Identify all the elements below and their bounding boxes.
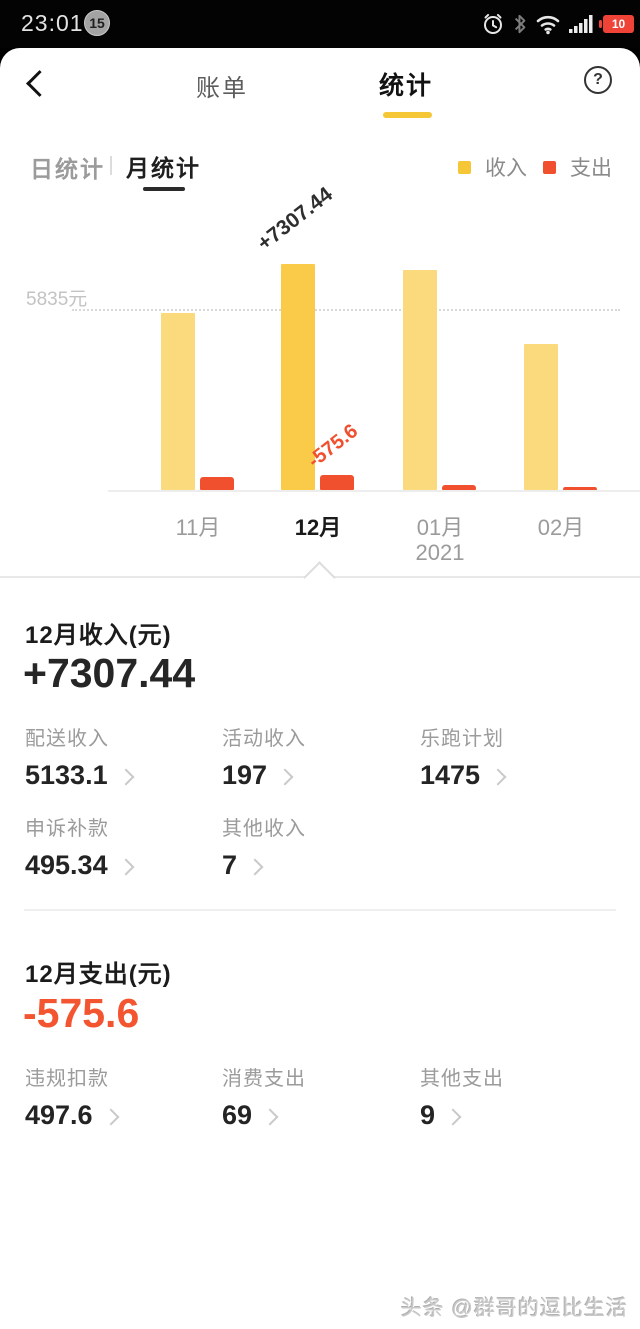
tab-bill[interactable]: 账单 xyxy=(196,75,248,102)
income-item-appeal-compensation[interactable]: 申诉补款 495.34 xyxy=(25,812,215,881)
expense-item-other[interactable]: 其他支出 9 xyxy=(420,1062,610,1131)
item-value: 7 xyxy=(222,850,238,880)
legend-expense: 支出 xyxy=(543,152,612,182)
income-legend-swatch xyxy=(458,160,471,174)
tab-statistics[interactable]: 统计 xyxy=(379,72,434,100)
x-label-nov[interactable]: 11月 xyxy=(175,515,221,540)
chevron-right-icon xyxy=(276,768,294,785)
legend-income-label: 收入 xyxy=(485,157,527,180)
item-label: 活动收入 xyxy=(222,728,306,750)
chevron-right-icon xyxy=(444,1108,462,1125)
income-item-other[interactable]: 其他收入 7 xyxy=(222,812,412,881)
expense-bar-02月[interactable] xyxy=(563,487,597,490)
status-icons: 10 xyxy=(481,0,634,48)
expense-bar-11月[interactable] xyxy=(200,477,234,490)
content-card xyxy=(0,48,640,1329)
dashed-gridline xyxy=(72,309,620,311)
watermark: 头条 @群哥的逗比生活 xyxy=(400,1297,628,1320)
item-value: 1475 xyxy=(420,760,481,790)
alarm-icon xyxy=(484,13,502,34)
x-label-jan[interactable]: 01月 xyxy=(416,515,464,540)
income-bar-01月[interactable] xyxy=(403,270,437,490)
x-axis-line xyxy=(108,490,640,492)
x-label-year: 2021 xyxy=(415,540,465,565)
item-value: 497.6 xyxy=(25,1100,93,1130)
item-value: 69 xyxy=(222,1100,253,1130)
item-label: 违规扣款 xyxy=(25,1068,109,1090)
signal-strength-icon xyxy=(569,15,593,33)
expense-total: -575.6 xyxy=(23,990,140,1036)
expense-item-consumption[interactable]: 消费支出 69 xyxy=(222,1062,412,1131)
item-value: 197 xyxy=(222,760,268,790)
y-gridline-label: 5835元 xyxy=(26,289,88,310)
income-item-delivery[interactable]: 配送收入 5133.1 xyxy=(25,722,215,791)
item-label: 申诉补款 xyxy=(25,818,109,840)
chevron-right-icon xyxy=(117,858,135,875)
section-divider xyxy=(24,909,616,911)
help-icon[interactable]: ? xyxy=(584,66,612,94)
monthly-tab-underline xyxy=(143,187,185,191)
bluetooth-icon xyxy=(514,14,526,34)
income-item-lepao-plan[interactable]: 乐跑计划 1475 xyxy=(420,722,610,791)
item-label: 其他收入 xyxy=(222,818,306,840)
item-label: 消费支出 xyxy=(222,1068,306,1090)
chevron-right-icon xyxy=(246,858,264,875)
wifi-icon xyxy=(536,15,560,35)
clock-time: 23:01 xyxy=(21,10,84,36)
legend-income: 收入 xyxy=(458,152,527,182)
item-label: 配送收入 xyxy=(25,728,109,750)
expense-item-violation-deduction[interactable]: 违规扣款 497.6 xyxy=(25,1062,215,1131)
expense-bar-01月[interactable] xyxy=(442,485,476,490)
expense-section-title: 12月支出(元) xyxy=(25,961,172,988)
notification-count-badge: 15 xyxy=(84,10,110,36)
tab-divider xyxy=(110,156,112,175)
income-total: +7307.44 xyxy=(23,650,196,696)
chevron-right-icon xyxy=(489,768,507,785)
income-item-activity[interactable]: 活动收入 197 xyxy=(222,722,412,791)
bar-chart: 5835元 +7307.44 -575.6 11月 12月 01月 2021 0… xyxy=(0,183,640,594)
legend-expense-label: 支出 xyxy=(570,157,612,180)
tab-monthly-stats[interactable]: 月统计 xyxy=(126,155,201,181)
income-bar-12月[interactable] xyxy=(281,264,315,490)
x-label-feb[interactable]: 02月 xyxy=(537,515,585,540)
expense-bar-12月[interactable] xyxy=(320,475,354,490)
item-value: 9 xyxy=(420,1100,436,1130)
item-label: 乐跑计划 xyxy=(420,728,504,750)
expense-legend-swatch xyxy=(543,160,556,174)
chevron-right-icon xyxy=(261,1108,279,1125)
battery-icon: 10 xyxy=(599,15,634,33)
chart-legend: 收入 支出 xyxy=(458,152,612,182)
chevron-right-icon xyxy=(117,768,135,785)
x-label-dec[interactable]: 12月 xyxy=(294,515,342,540)
income-bar-11月[interactable] xyxy=(161,313,195,490)
tab-daily-stats[interactable]: 日统计 xyxy=(30,156,105,182)
item-value: 495.34 xyxy=(25,850,108,880)
income-bar-02月[interactable] xyxy=(524,344,558,490)
item-value: 5133.1 xyxy=(25,760,108,790)
item-label: 其他支出 xyxy=(420,1068,504,1090)
status-bar: 23:01 15 10 xyxy=(0,0,640,48)
active-tab-underline xyxy=(383,112,432,118)
chevron-right-icon xyxy=(102,1108,120,1125)
income-section-title: 12月收入(元) xyxy=(25,622,172,649)
